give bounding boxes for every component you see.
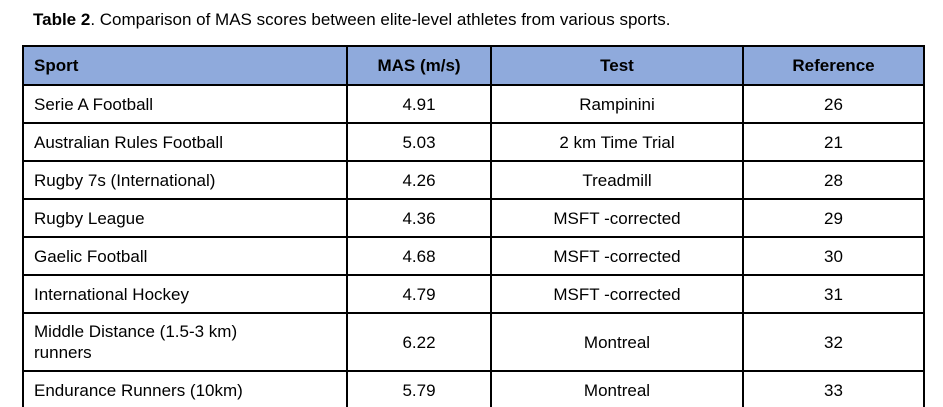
cell-mas: 5.03 [346, 122, 492, 162]
cell-test: MSFT -corrected [490, 198, 744, 238]
column-header-sport: Sport [22, 45, 348, 86]
table-row: Endurance Runners (10km) 5.79 Montreal 3… [22, 370, 925, 407]
column-header-mas: MAS (m/s) [346, 45, 492, 86]
cell-test: 2 km Time Trial [490, 122, 744, 162]
column-header-test: Test [490, 45, 744, 86]
cell-sport: Gaelic Football [22, 236, 348, 276]
cell-mas: 4.91 [346, 84, 492, 124]
cell-sport: Rugby League [22, 198, 348, 238]
cell-test: MSFT -corrected [490, 236, 744, 276]
table-row: Middle Distance (1.5-3 km) runners 6.22 … [22, 312, 925, 372]
cell-reference: 30 [742, 236, 925, 276]
cell-mas: 6.22 [346, 312, 492, 372]
table-row: International Hockey 4.79 MSFT -correcte… [22, 274, 925, 314]
cell-test: Treadmill [490, 160, 744, 200]
table-caption: Table 2. Comparison of MAS scores betwee… [33, 9, 670, 31]
cell-mas: 4.36 [346, 198, 492, 238]
cell-mas: 5.79 [346, 370, 492, 407]
table-row: Serie A Football 4.91 Rampinini 26 [22, 84, 925, 124]
cell-sport: Endurance Runners (10km) [22, 370, 348, 407]
cell-test: Montreal [490, 370, 744, 407]
cell-sport: International Hockey [22, 274, 348, 314]
column-header-reference: Reference [742, 45, 925, 86]
table-row: Gaelic Football 4.68 MSFT -corrected 30 [22, 236, 925, 276]
cell-sport: Rugby 7s (International) [22, 160, 348, 200]
cell-sport: Australian Rules Football [22, 122, 348, 162]
cell-mas: 4.68 [346, 236, 492, 276]
table-row: Rugby League 4.36 MSFT -corrected 29 [22, 198, 925, 238]
cell-reference: 28 [742, 160, 925, 200]
cell-test: MSFT -corrected [490, 274, 744, 314]
table-row: Australian Rules Football 5.03 2 km Time… [22, 122, 925, 162]
table-header-row: Sport MAS (m/s) Test Reference [22, 45, 925, 86]
cell-reference: 26 [742, 84, 925, 124]
table-row: Rugby 7s (International) 4.26 Treadmill … [22, 160, 925, 200]
cell-reference: 33 [742, 370, 925, 407]
cell-sport: Middle Distance (1.5-3 km) runners [22, 312, 348, 372]
cell-mas: 4.79 [346, 274, 492, 314]
cell-test: Montreal [490, 312, 744, 372]
table-caption-text: . Comparison of MAS scores between elite… [90, 10, 671, 29]
cell-reference: 31 [742, 274, 925, 314]
cell-mas: 4.26 [346, 160, 492, 200]
table-caption-label: Table 2 [33, 10, 91, 29]
cell-reference: 32 [742, 312, 925, 372]
cell-sport: Serie A Football [22, 84, 348, 124]
cell-test: Rampinini [490, 84, 744, 124]
cell-reference: 21 [742, 122, 925, 162]
cell-reference: 29 [742, 198, 925, 238]
mas-comparison-table: Sport MAS (m/s) Test Reference Serie A F… [22, 45, 925, 407]
